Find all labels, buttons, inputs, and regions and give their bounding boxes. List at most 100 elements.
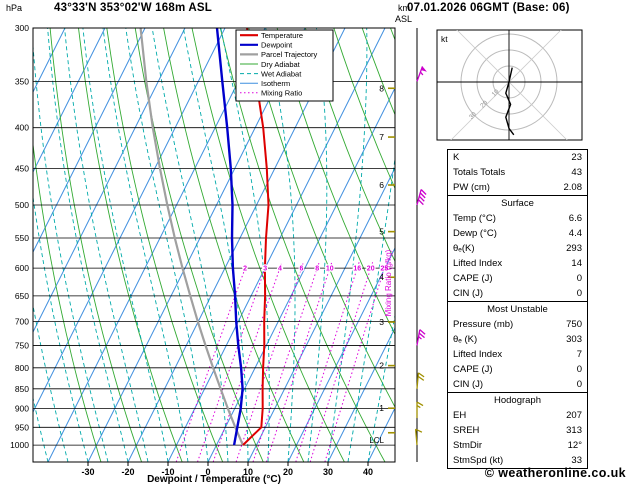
svg-text:500: 500 xyxy=(15,200,29,210)
table-row: Pressure (mb) 750 xyxy=(448,317,587,332)
table-row: Lifted Index 14 xyxy=(448,256,587,271)
wind-barb-column xyxy=(414,28,427,462)
table-row-value: 0 xyxy=(576,288,582,299)
svg-text:16: 16 xyxy=(353,266,361,273)
svg-text:2: 2 xyxy=(379,361,384,371)
x-axis-title: Dewpoint / Temperature (°C) xyxy=(147,474,281,485)
table-section-most-unstable: Most Unstable Pressure (mb) 750 θₑ (K) 303 Li… xyxy=(448,301,587,392)
svg-text:5: 5 xyxy=(379,227,384,237)
svg-text:750: 750 xyxy=(15,340,29,350)
altitude-unit-asl: ASL xyxy=(395,14,413,24)
mixing-ratio-labels: 2 3 4 6 8 10 16 20 25 xyxy=(242,264,390,274)
altitude-tick-labels: 1 2 3 4 5 6 7 8 xyxy=(379,83,395,413)
table-row-label: CIN (J) xyxy=(453,288,484,299)
wet-adiabat-lines xyxy=(33,28,395,462)
table-row-label: PW (cm) xyxy=(453,182,490,193)
svg-text:3: 3 xyxy=(263,266,267,273)
svg-text:600: 600 xyxy=(15,263,29,273)
table-row-label: StmSpd (kt) xyxy=(453,455,504,466)
plot-area xyxy=(33,28,395,462)
table-row-value: 14 xyxy=(571,258,582,269)
table-row-label: StmDir xyxy=(453,440,483,451)
svg-text:30: 30 xyxy=(323,467,333,477)
svg-text:25: 25 xyxy=(381,266,389,273)
svg-text:20: 20 xyxy=(367,266,375,273)
table-row: CIN (J) 0 xyxy=(448,286,587,301)
table-row-label: θₑ(K) xyxy=(453,243,475,254)
station-title: 43°33'N 353°02'W 168m ASL xyxy=(54,2,212,14)
svg-text:-30: -30 xyxy=(81,467,94,477)
svg-text:-10: -10 xyxy=(161,467,174,477)
table-row: θₑ(K) 293 xyxy=(448,241,587,256)
svg-text:8: 8 xyxy=(315,266,319,273)
svg-text:8: 8 xyxy=(379,83,384,93)
table-row: Totals Totals 43 xyxy=(448,165,587,180)
svg-text:0: 0 xyxy=(205,467,210,477)
table-row: θₑ (K) 303 xyxy=(448,332,587,347)
datetime-title: 07.01.2026 06GMT (Base: 06) xyxy=(407,2,570,14)
table-row-value: 303 xyxy=(566,334,582,345)
table-row-value: 23 xyxy=(571,152,582,163)
table-row-value: 0 xyxy=(576,379,582,390)
svg-text:900: 900 xyxy=(15,404,29,414)
svg-text:450: 450 xyxy=(15,163,29,173)
svg-text:950: 950 xyxy=(15,422,29,432)
table-row: Dewp (°C) 4.4 xyxy=(448,226,587,241)
svg-text:300: 300 xyxy=(15,23,29,33)
table-row-value: 313 xyxy=(566,425,582,436)
table-row: PW (cm) 2.08 xyxy=(448,180,587,195)
table-row-label: K xyxy=(453,152,460,163)
table-row-value: 293 xyxy=(566,243,582,254)
table-row: EH 207 xyxy=(448,408,587,423)
table-row: K 23 xyxy=(448,150,587,165)
svg-text:1: 1 xyxy=(379,403,384,413)
table-row-value: 0 xyxy=(576,364,582,375)
table-section-title: Most Unstable xyxy=(487,304,548,315)
svg-text:550: 550 xyxy=(15,233,29,243)
hodograph-unit-label: kt xyxy=(441,34,448,44)
legend-label: Temperature xyxy=(261,31,303,40)
svg-text:10: 10 xyxy=(243,467,253,477)
plot-border xyxy=(32,27,396,463)
svg-text:850: 850 xyxy=(15,384,29,394)
svg-text:350: 350 xyxy=(15,76,29,86)
table-row-value: 750 xyxy=(566,319,582,330)
legend-label: Isotherm xyxy=(261,79,290,88)
svg-text:7: 7 xyxy=(379,132,384,142)
svg-text:4: 4 xyxy=(379,272,384,282)
table-section-title: Hodograph xyxy=(493,395,541,406)
mixing-ratio-lines xyxy=(175,262,387,462)
svg-text:400: 400 xyxy=(15,123,29,133)
table-row-label: Totals Totals xyxy=(453,167,506,178)
table-row-value: 33 xyxy=(571,455,582,466)
svg-text:650: 650 xyxy=(15,291,29,301)
hodograph-ring-label: 30 xyxy=(468,111,478,121)
table-row: CIN (J) 0 xyxy=(448,377,587,392)
table-row-label: EH xyxy=(453,410,467,421)
svg-text:3: 3 xyxy=(379,317,384,327)
altitude-unit-km: km xyxy=(398,3,410,13)
legend-label: Wet Adiabat xyxy=(261,69,302,78)
table-row-label: Pressure (mb) xyxy=(453,319,514,330)
parcel-trace xyxy=(139,28,244,446)
legend-label: Parcel Trajectory xyxy=(261,50,318,59)
table-row: StmDir 12° xyxy=(448,438,587,453)
table-row-value: 2.08 xyxy=(563,182,583,193)
table-row-label: θₑ (K) xyxy=(453,334,478,345)
mixing-ratio-axis-label: Mixing Ratio (g/kg) xyxy=(384,249,393,316)
temperature-tick-labels: -30 -20 -10 0 10 20 30 40 xyxy=(81,462,373,477)
hodograph-box xyxy=(436,29,583,141)
legend-label: Dry Adiabat xyxy=(261,60,301,69)
svg-text:-20: -20 xyxy=(121,467,134,477)
svg-text:4: 4 xyxy=(278,266,282,273)
svg-text:6: 6 xyxy=(379,180,384,190)
table-section-title: Surface xyxy=(501,198,534,209)
table-row-label: Temp (°C) xyxy=(453,213,496,224)
table-row-value: 7 xyxy=(576,349,582,360)
table-row-value: 0 xyxy=(576,273,582,284)
copyright: © weatheronline.co.uk xyxy=(484,466,626,480)
temperature-trace xyxy=(242,28,270,446)
pressure-unit-label: hPa xyxy=(6,3,23,13)
table-row-label: CAPE (J) xyxy=(453,364,493,375)
